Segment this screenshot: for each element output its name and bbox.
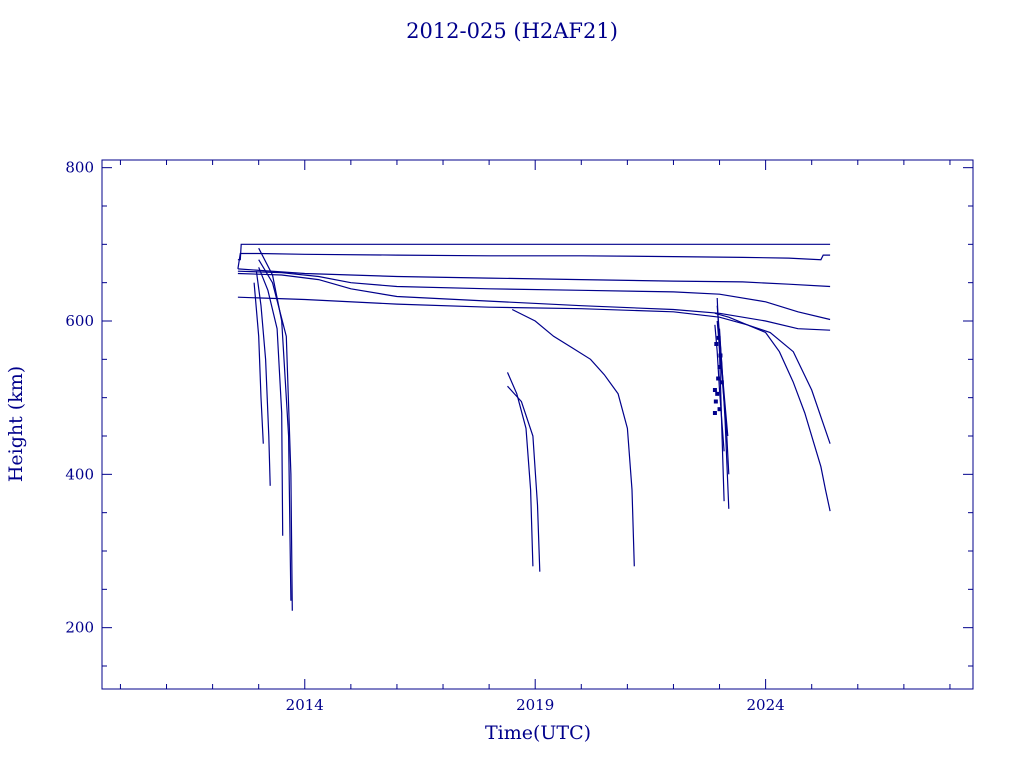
data-point [717,365,722,369]
data-point [714,342,719,346]
series-line-14 [507,385,541,572]
series-line-18 [716,320,730,475]
y-tick-label: 200 [65,619,94,637]
series-line-11 [258,247,292,601]
series-line-6 [237,296,831,444]
x-tick-label: 2019 [516,696,554,714]
axis-tick-labels: 2014 2019 2024 200 400 600 800 [65,159,784,714]
data-point [715,391,720,396]
data-point [716,376,721,381]
data-point [717,407,722,412]
series-line-7 [714,312,831,512]
data-point [716,335,721,340]
x-tick-label: 2024 [747,696,785,714]
y-tick-label: 600 [65,312,94,330]
series-line-1 [237,243,831,261]
series-line-5 [237,272,831,331]
data-point [712,411,717,415]
data-point [719,380,724,385]
data-point [713,399,718,404]
y-tick-label: 400 [65,465,94,483]
plot-frame [101,159,974,690]
marker-layer [712,335,724,415]
series-line-13 [506,372,534,567]
series-line-4 [237,270,831,321]
data-point [712,388,717,392]
series-line-3 [237,268,831,288]
series-line-20 [718,328,729,437]
series-line-10 [258,267,284,536]
y-tick-label: 800 [65,159,94,177]
series-line-8 [253,282,264,444]
series-line-12 [258,259,293,611]
series-line-15 [511,308,635,567]
y-axis-label: Height (km) [5,366,27,482]
x-axis-label: Time(UTC) [485,722,591,744]
axis-ticks [102,160,973,689]
series-line-9 [255,271,271,486]
data-point [718,353,723,358]
x-tick-label: 2014 [286,696,324,714]
series-line-2 [237,252,831,269]
series-layer [237,243,831,611]
chart-title: 2012-025 (H2AF21) [406,19,618,43]
